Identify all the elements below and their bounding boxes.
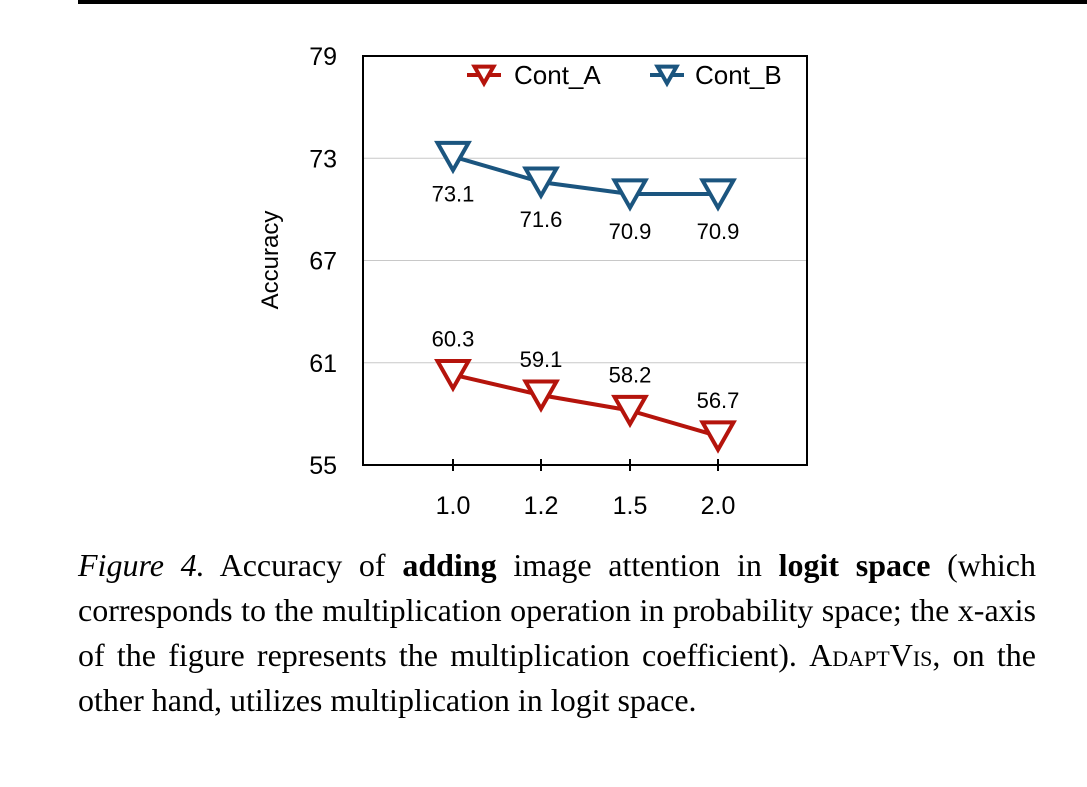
y-tick-label: 55 xyxy=(309,452,337,480)
caption-method-name: AdaptVis xyxy=(809,637,933,673)
legend-marker xyxy=(654,64,680,88)
data-point-marker xyxy=(611,178,649,212)
legend-entry: Cont_B xyxy=(695,60,782,90)
series-layer: 60.3 59.1 58.2 56.7 73.1 71.6 70.9 70.9 xyxy=(432,140,740,454)
x-tick-label: 2.0 xyxy=(701,492,736,520)
data-label: 60.3 xyxy=(432,327,475,352)
figure-caption: Figure 4. Accuracy of adding image atten… xyxy=(78,543,1036,723)
data-point-marker xyxy=(434,359,472,393)
data-label: 71.6 xyxy=(520,207,563,232)
y-tick-label: 79 xyxy=(309,43,337,71)
caption-bold-adding: adding xyxy=(402,547,497,583)
y-tick-labels: 55 61 67 73 79 xyxy=(309,43,337,480)
caption-text-4: , on the other hand, utilizes multiplica… xyxy=(78,637,1037,718)
caption-bold-logit-space: logit space xyxy=(778,547,931,583)
data-point-marker xyxy=(434,140,472,175)
data-point-marker xyxy=(522,166,560,200)
series-line xyxy=(452,154,718,197)
accuracy-line-chart: 55 61 67 73 79 1.0 1.2 1.5 2.0 60.3 59.1 58.2 56.7… xyxy=(257,43,808,520)
data-point-marker xyxy=(611,394,649,429)
data-label: 58.2 xyxy=(609,362,652,387)
x-tick-label: 1.5 xyxy=(613,492,648,520)
plot-frame xyxy=(362,55,808,466)
legend: Cont_A Cont_B xyxy=(467,60,782,90)
data-label: 56.7 xyxy=(697,388,740,413)
data-label: 73.1 xyxy=(432,182,475,207)
y-tick-label: 73 xyxy=(309,145,337,173)
data-point-marker xyxy=(699,420,737,454)
series-cont-b: 73.1 71.6 70.9 70.9 xyxy=(432,140,740,244)
legend-entry: Cont_A xyxy=(514,60,601,90)
series-line xyxy=(452,372,719,438)
series-cont-a: 60.3 59.1 58.2 56.7 xyxy=(432,327,740,454)
caption-text-3: (which corresponds to the multiplication… xyxy=(78,547,1036,673)
x-tick-label: 1.2 xyxy=(524,492,559,520)
x-tick-label: 1.0 xyxy=(436,492,471,520)
data-label: 59.1 xyxy=(520,347,563,372)
caption-text-2: image attention in xyxy=(496,547,779,583)
data-label: 70.9 xyxy=(609,219,652,244)
top-rule xyxy=(78,0,1087,4)
data-point-marker xyxy=(522,379,560,413)
caption-label: Figure 4. xyxy=(78,547,205,583)
y-axis-label: Accuracy xyxy=(257,211,284,310)
y-tick-label: 67 xyxy=(309,248,337,276)
caption-text-1: Accuracy of xyxy=(204,547,403,583)
x-ticks: 1.0 1.2 1.5 2.0 xyxy=(436,459,736,520)
data-label: 70.9 xyxy=(697,219,740,244)
y-tick-label: 61 xyxy=(309,350,337,378)
data-point-marker xyxy=(699,178,737,212)
legend-marker xyxy=(471,64,497,88)
